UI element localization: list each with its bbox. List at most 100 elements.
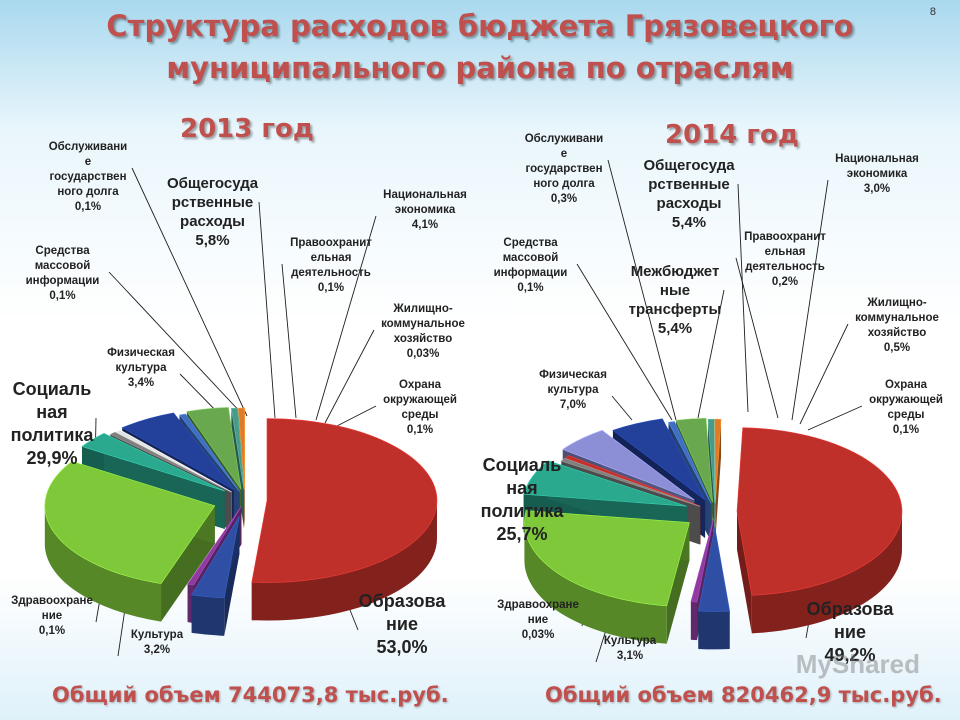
leader-line-охрана-окружающей-среды [807, 405, 863, 431]
pie-slice-жилищно-коммунальное-хозяйство [707, 418, 715, 542]
slice-label-name: Культура [130, 629, 184, 641]
slice-label-культура: Культура 3,2% [112, 628, 202, 658]
slice-label-name: Обслуживани е государствен ного долга [48, 141, 128, 198]
leader-line-жилищно-коммунальное-хозяйство [799, 323, 849, 425]
slice-label-name: Жилищно- коммунальное хозяйство [855, 297, 939, 339]
slice-label-value: 0,3% [550, 193, 578, 205]
slice-label-name: Жилищно- коммунальное хозяйство [381, 303, 465, 345]
slice-label-value: 3,0% [863, 183, 891, 195]
slice-label-name: Охрана окружающей среды [869, 379, 943, 421]
pie-slice-социальная-политика [44, 460, 216, 622]
slice-label-name: Образова ние [806, 599, 894, 642]
slice-label-value: 3,4% [127, 377, 155, 389]
slice-label-name: Образова ние [358, 591, 446, 634]
slice-label-name: Национальная экономика [835, 153, 919, 180]
page-title-line1: Структура расходов бюджета Грязовецкого [106, 9, 854, 43]
slice-label-value: 5,4% [657, 320, 693, 337]
slice-label-value: 0,1% [406, 424, 434, 436]
slice-label-социальная-политика: Социаль ная политика 25,7% [472, 454, 572, 546]
slice-label-value: 0,03% [406, 348, 440, 360]
leader-line-охрана-окружающей-среды [332, 405, 377, 429]
slice-label-здравоохранение: Здравоохране ние 0,1% [2, 594, 102, 639]
chart-title-2014: 2014 год [665, 120, 799, 150]
leader-line-средства-массовой-информации [576, 263, 673, 421]
slice-label-национальная-экономика: Национальная экономика 4,1% [370, 188, 480, 233]
leader-line-обслуживание-государственного-долга [607, 159, 677, 421]
slice-label-name: Общегосуда рственные расходы [643, 157, 735, 212]
slice-label-name: Национальная экономика [383, 189, 467, 216]
slice-label-value: 0,03% [521, 629, 555, 641]
leader-line-правоохранительная-деятельность [735, 257, 779, 419]
slice-label-name: Физическая культура [107, 347, 175, 374]
chart-title-2013: 2013 год [180, 114, 314, 144]
slice-label-физическая-культура: Физическая культура 7,0% [528, 368, 618, 413]
slice-label-value: 0,1% [892, 424, 920, 436]
slice-label-охрана-окружающей-среды: Охрана окружающей среды 0,1% [370, 378, 470, 438]
slice-label-name: Физическая культура [539, 369, 607, 396]
slice-label-name: Общегосуда рственные расходы [166, 175, 259, 230]
pie-slice-культура [697, 527, 731, 650]
slice-label-value: 5,8% [195, 232, 230, 249]
leader-line-национальная-экономика [791, 179, 829, 421]
slide-number: 8 [929, 6, 936, 18]
slice-label-value: 0,1% [38, 625, 66, 637]
total-2014: Общий объем 820462,9 тыс.руб. [545, 683, 942, 707]
leader-line-правоохранительная-деятельность [281, 263, 297, 419]
slice-label-здравоохранение: Здравоохране ние 0,03% [488, 598, 588, 643]
slice-label-социальная-политика: Социаль ная политика 29,9% [2, 378, 102, 470]
slice-label-образование: Образова ние 53,0% [352, 590, 452, 659]
slice-label-value: 0,1% [74, 201, 102, 213]
slice-label-name: Правоохранит ельная деятельность [290, 237, 372, 279]
pie-slice-культура [191, 516, 240, 636]
pie-slice-образование [736, 427, 903, 634]
slice-label-value: 5,4% [671, 214, 707, 231]
slice-label-жилищно-коммунальное-хозяйство: Жилищно- коммунальное хозяйство 0,5% [842, 296, 952, 356]
total-2013: Общий объем 744073,8 тыс.руб. [52, 683, 449, 707]
pie-slice-социальная-политика [524, 510, 690, 644]
leader-line-общегосударственные-расходы [258, 201, 276, 419]
slice-label-value: 0,1% [317, 282, 345, 294]
slice-label-культура: Культура 3,1% [590, 634, 670, 664]
slice-label-value: 25,7% [496, 524, 548, 544]
slice-label-средства-массовой-информации: Средства массовой информации 0,1% [478, 236, 583, 296]
slice-label-value: 3,1% [616, 650, 644, 662]
watermark: MyShared [795, 649, 920, 679]
slice-label-образование: Образова ние 49,2% [800, 598, 900, 667]
slice-label-обслуживание-государственного-долга: Обслуживани е государствен ного долга 0,3… [514, 132, 614, 207]
leader-line-физическая-культура [611, 395, 633, 421]
slice-label-правоохранительная-деятельность: Правоохранит ельная деятельность 0,1% [276, 236, 386, 296]
slice-label-name: Социаль ная политика [480, 455, 564, 521]
slice-label-name: Средства массовой информации [493, 237, 568, 279]
slice-label-value: 0,2% [771, 276, 799, 288]
slice-label-name: Здравоохране ние [11, 595, 93, 622]
slice-label-name: Межбюджет ные трансферты [628, 263, 722, 318]
page-title-line2: муниципального района по отраслям [166, 51, 794, 85]
slice-label-охрана-окружающей-среды: Охрана окружающей среды 0,1% [856, 378, 956, 438]
slice-label-value: 49,2% [824, 645, 876, 665]
slice-label-value: 4,1% [411, 219, 439, 231]
slice-label-value: 0,1% [49, 290, 76, 302]
slice-label-name: Обслуживани е государствен ного долга [524, 133, 604, 190]
slice-label-value: 0,1% [517, 282, 544, 294]
slice-label-общегосударственные-расходы: Общегосуда рственные расходы 5,4% [634, 156, 744, 232]
slice-label-жилищно-коммунальное-хозяйство: Жилищно- коммунальное хозяйство 0,03% [368, 302, 478, 362]
leader-line-обслуживание-государственного-долга [131, 167, 248, 417]
leader-line-национальная-экономика [315, 215, 377, 421]
slice-label-name: Здравоохране ние [497, 599, 579, 626]
slice-label-общегосударственные-расходы: Общегосуда рственные расходы 5,8% [160, 174, 265, 250]
slice-label-name: Культура [603, 635, 657, 647]
slice-label-name: Охрана окружающей среды [383, 379, 457, 421]
leader-line-межбюджетные-трансферты [697, 289, 725, 419]
slice-label-правоохранительная-деятельность: Правоохранит ельная деятельность 0,2% [730, 230, 840, 290]
leader-line-жилищно-коммунальное-хозяйство [324, 329, 375, 424]
slice-label-обслуживание-государственного-долга: Обслуживани е государствен ного долга 0,1… [38, 140, 138, 215]
slice-label-name: Средства массовой информации [25, 245, 100, 287]
slice-label-value: 7,0% [559, 399, 587, 411]
slice-label-средства-массовой-информации: Средства массовой информации 0,1% [10, 244, 115, 304]
pie-slice-образование [251, 418, 438, 621]
pie-slice-охрана-окружающей-среды [714, 418, 722, 542]
slice-label-национальная-экономика: Национальная экономика 3,0% [822, 152, 932, 197]
leader-line-общегосударственные-расходы [737, 183, 749, 413]
